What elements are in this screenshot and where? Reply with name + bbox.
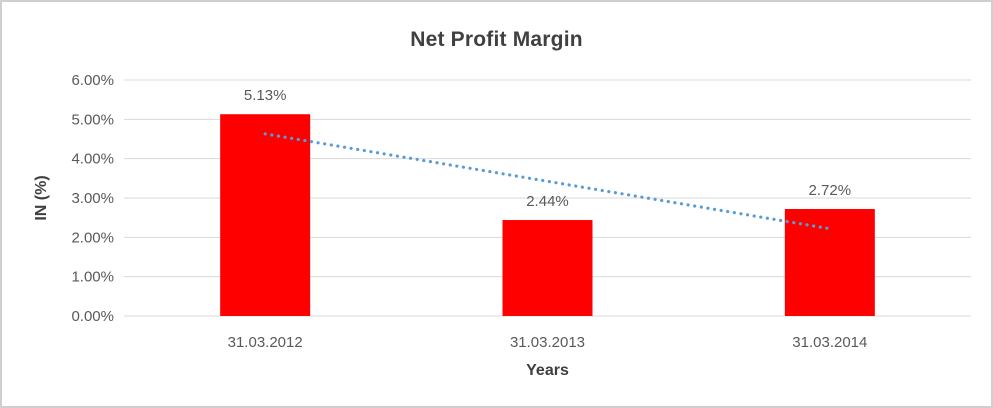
x-axis-title: Years: [526, 362, 569, 379]
chart-title: Net Profit Margin: [410, 28, 583, 51]
y-tick-label: 1.00%: [71, 269, 114, 286]
data-label: 2.44%: [526, 193, 569, 210]
x-category-label: 31.03.2014: [792, 334, 867, 351]
y-tick-label: 2.00%: [71, 229, 114, 246]
trendline[interactable]: [263, 132, 832, 231]
x-category-label: 31.03.2012: [228, 334, 303, 351]
bar-31.03.2013[interactable]: [502, 220, 593, 316]
y-tick-label: 0.00%: [71, 308, 114, 325]
bar-31.03.2014[interactable]: [784, 209, 875, 316]
x-category-label: 31.03.2013: [510, 334, 585, 351]
y-tick-label: 5.00%: [71, 111, 114, 128]
y-tick-label: 6.00%: [71, 72, 114, 89]
bar-31.03.2012[interactable]: [220, 114, 311, 316]
y-tick-label: 4.00%: [71, 151, 114, 168]
data-label: 5.13%: [244, 87, 287, 104]
data-label: 2.72%: [809, 182, 852, 199]
y-tick-label: 3.00%: [71, 190, 114, 207]
